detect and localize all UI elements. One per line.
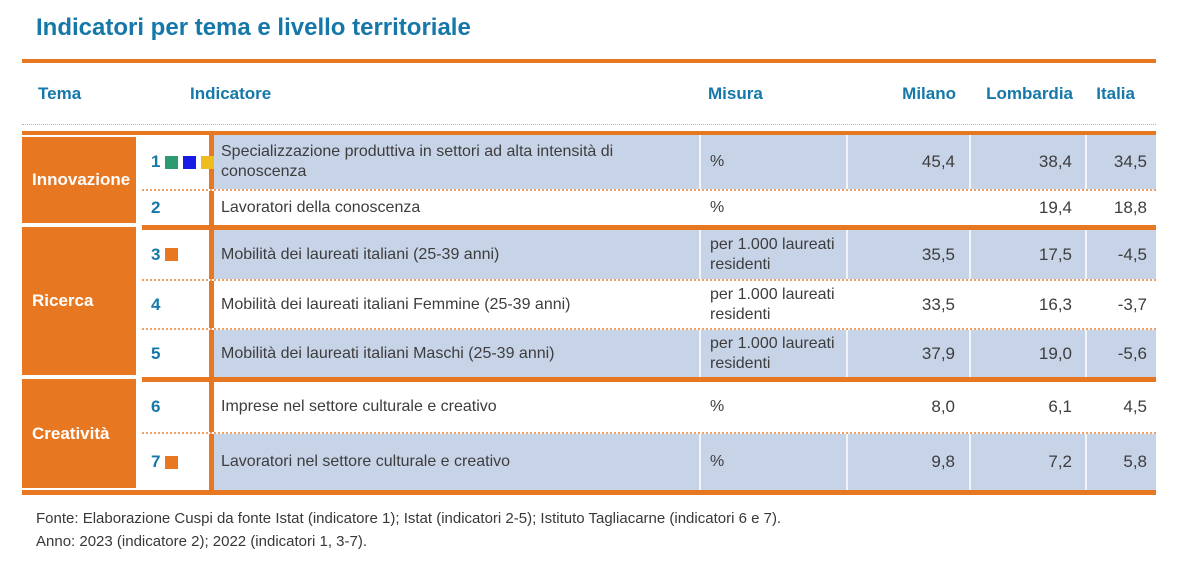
theme-label: Innovazione: [22, 137, 136, 223]
table-row: 7 Lavoratori nel settore culturale e cre…: [142, 432, 1156, 490]
lombardia-value: 16,3: [969, 281, 1085, 328]
measure-unit: %: [699, 191, 846, 225]
theme-group-creativita: Creatività 6 Imprese nel settore cultura…: [22, 377, 1156, 490]
column-header-tema: Tema: [38, 83, 82, 103]
marker-square-blue-icon: [183, 155, 197, 169]
milano-value: 9,8: [846, 434, 969, 490]
lombardia-value: 38,4: [969, 135, 1085, 189]
italia-value: 5,8: [1085, 434, 1156, 490]
row-number: 2: [142, 191, 214, 225]
measure-unit: %: [699, 135, 846, 189]
source-notes: Fonte: Elaborazione Cuspi da fonte Istat…: [36, 508, 1166, 553]
measure-unit: per 1.000 laureati residenti: [699, 281, 846, 328]
marker-square-yellow-icon: [201, 155, 215, 169]
milano-value: 8,0: [846, 382, 969, 432]
milano-value: 45,4: [846, 135, 969, 189]
indicators-table: Innovazione 1 Specializzazione produttiv…: [22, 131, 1156, 495]
italia-value: 34,5: [1085, 135, 1156, 189]
table-row: 4 Mobilità dei laureati italiani Femmine…: [142, 279, 1156, 328]
measure-unit: %: [699, 434, 846, 490]
indicator-name: Lavoratori nel settore culturale e creat…: [214, 434, 699, 490]
indicator-name: Mobilità dei laureati italiani Femmine (…: [221, 295, 571, 313]
row-number: 5: [142, 330, 214, 377]
table-row: 6 Imprese nel settore culturale e creati…: [142, 382, 1156, 432]
milano-value: 33,5: [846, 281, 969, 328]
table-row: 1 Specializzazione produttiva in settori…: [142, 135, 1156, 189]
indicator-name: Lavoratori della conoscenza: [221, 199, 421, 216]
indicator-name: Mobilità dei laureati italiani Maschi (2…: [214, 330, 699, 377]
year-line: Anno: 2023 (indicatore 2); 2022 (indicat…: [36, 532, 368, 550]
column-header-lombardia: Lombardia: [986, 83, 1073, 103]
theme-group-ricerca: Ricerca 3 Mobilità dei laureati italiani…: [22, 225, 1156, 377]
table-header-row: Tema Indicatore Misura Milano Lombardia …: [22, 65, 1156, 125]
milano-value: 37,9: [846, 330, 969, 377]
column-header-milano: Milano: [902, 83, 956, 103]
measure-unit: per 1.000 laureati residenti: [699, 330, 846, 377]
measure-unit: per 1.000 laureati residenti: [699, 230, 846, 279]
lombardia-value: 17,5: [969, 230, 1085, 279]
lombardia-value: 19,0: [969, 330, 1085, 377]
indicator-name: Imprese nel settore culturale e creativo: [221, 398, 497, 415]
italia-value: -3,7: [1085, 281, 1156, 328]
table-row: 3 Mobilità dei laureati italiani (25-39 …: [142, 230, 1156, 279]
italia-value: -5,6: [1085, 330, 1156, 377]
marker-square-orange-icon: [165, 248, 179, 261]
marker-square-green-icon: [165, 155, 179, 169]
italia-value: 18,8: [1085, 191, 1156, 225]
lombardia-value: 19,4: [969, 191, 1085, 225]
title-divider: [22, 59, 1156, 63]
column-header-misura: Misura: [708, 83, 763, 103]
indicator-name: Mobilità dei laureati italiani (25-39 an…: [214, 230, 699, 279]
row-number: 6: [142, 382, 214, 432]
theme-label: Ricerca: [22, 227, 136, 375]
row-number: 4: [142, 281, 214, 328]
milano-value: 35,5: [846, 230, 969, 279]
row-number: 7: [142, 434, 214, 490]
theme-label: Creatività: [22, 379, 136, 488]
milano-value: [846, 191, 969, 225]
lombardia-value: 7,2: [969, 434, 1085, 490]
column-header-indicatore: Indicatore: [190, 83, 272, 103]
measure-unit: %: [699, 382, 846, 432]
page-title: Indicatori per tema e livello territoria…: [36, 14, 471, 41]
table-row: 2 Lavoratori della conoscenza % 19,4 18,…: [142, 189, 1156, 225]
row-number: 1: [142, 135, 215, 189]
lombardia-value: 6,1: [969, 382, 1085, 432]
italia-value: 4,5: [1085, 382, 1156, 432]
italia-value: -4,5: [1085, 230, 1156, 279]
indicator-name: Specializzazione produttiva in settori a…: [214, 135, 699, 189]
marker-square-orange-icon: [165, 455, 179, 469]
source-line: Fonte: Elaborazione Cuspi da fonte Istat…: [36, 510, 782, 527]
column-header-italia: Italia: [1096, 83, 1135, 103]
row-number: 3: [142, 230, 214, 279]
theme-group-innovazione: Innovazione 1 Specializzazione produttiv…: [22, 135, 1156, 225]
table-row: 5 Mobilità dei laureati italiani Maschi …: [142, 328, 1156, 377]
